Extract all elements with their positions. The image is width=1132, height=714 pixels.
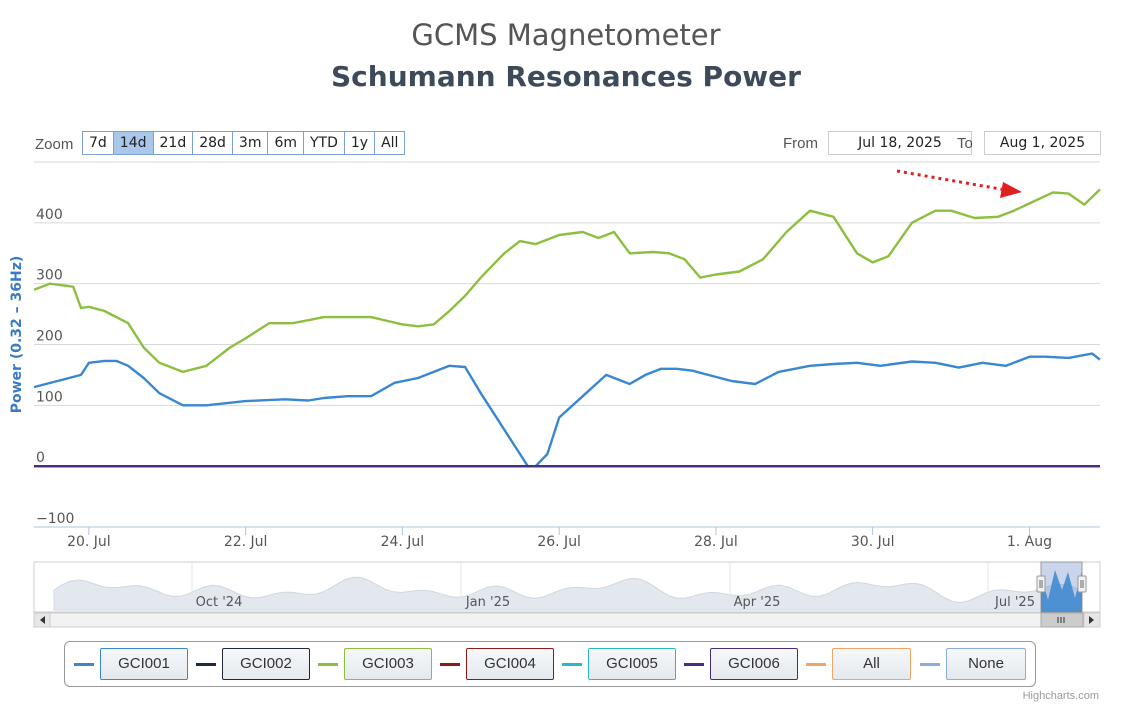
legend-item-gci002[interactable]: GCI002 — [196, 648, 310, 680]
navigator-label: Apr '25 — [734, 595, 781, 610]
y-tick-label: 0 — [36, 450, 45, 466]
x-tick-label: 30. Jul — [851, 534, 895, 550]
axes: −100 0 100 200 300 400 20. Jul 22. Jul 24. Jul 26… — [9, 207, 1100, 550]
navigator-label: Oct '24 — [196, 595, 243, 610]
navigator-label: Jul '25 — [994, 595, 1035, 610]
to-label: To — [957, 135, 973, 152]
navigator[interactable]: Oct '24 Jan '25 Apr '25 Jul '25 — [33, 561, 1101, 628]
x-tick-label: 1. Aug — [1007, 534, 1052, 550]
legend-item-none[interactable]: None — [920, 648, 1026, 680]
x-tick-label: 24. Jul — [381, 534, 425, 550]
legend-swatch — [684, 662, 704, 666]
legend-button-none[interactable]: None — [946, 648, 1026, 680]
zoom-button-ytd[interactable]: YTD — [303, 131, 345, 155]
to-date-input[interactable]: Aug 1, 2025 — [984, 131, 1101, 155]
scrollbar-thumb[interactable] — [1040, 612, 1084, 628]
legend-button-gci001[interactable]: GCI001 — [100, 648, 188, 680]
chart-title: GCMS Magnetometer — [411, 18, 721, 52]
zoom-button-3m[interactable]: 3m — [231, 131, 269, 155]
navigator-label: Jan '25 — [465, 595, 510, 610]
legend-swatch — [318, 662, 338, 666]
x-tick-label: 26. Jul — [537, 534, 581, 550]
legend-item-gci006[interactable]: GCI006 — [684, 648, 798, 680]
credits-link[interactable]: Highcharts.com — [1022, 690, 1099, 702]
legend-swatch — [196, 662, 216, 666]
from-label: From — [783, 135, 818, 152]
series-line-gci001[interactable] — [33, 352, 1101, 468]
y-tick-label: 300 — [36, 268, 63, 284]
legend-swatch — [806, 662, 826, 666]
navigator-handle-right[interactable] — [1077, 575, 1087, 593]
legend-item-gci005[interactable]: GCI005 — [562, 648, 676, 680]
legend-swatch — [440, 662, 460, 666]
legend-item-gci004[interactable]: GCI004 — [440, 648, 554, 680]
legend-button-gci006[interactable]: GCI006 — [710, 648, 798, 680]
x-tick-label: 28. Jul — [694, 534, 738, 550]
navigator-selection-series — [1041, 570, 1082, 612]
chart-plot: −100 0 100 200 300 400 20. Jul 22. Jul 24. Jul 26… — [9, 161, 1101, 628]
zoom-button-6m[interactable]: 6m — [267, 131, 304, 155]
zoom-button-21d[interactable]: 21d — [152, 131, 194, 155]
legend-button-gci004[interactable]: GCI004 — [466, 648, 554, 680]
legend-button-all[interactable]: All — [832, 648, 911, 680]
x-tick-label: 22. Jul — [224, 534, 268, 550]
annotation-arrow-head — [1000, 182, 1022, 198]
legend-item-gci003[interactable]: GCI003 — [318, 648, 432, 680]
legend-button-gci002[interactable]: GCI002 — [222, 648, 310, 680]
scrollbar-track[interactable] — [33, 612, 1101, 628]
zoom-button-1y[interactable]: 1y — [343, 131, 376, 155]
y-tick-label: 400 — [36, 207, 63, 223]
annotation-arrow-line — [896, 169, 1007, 192]
legend-button-gci003[interactable]: GCI003 — [344, 648, 432, 680]
zoom-button-14d[interactable]: 14d — [112, 131, 154, 155]
x-tick-label: 20. Jul — [67, 534, 111, 550]
y-tick-label: 100 — [36, 389, 63, 405]
scroll-left-icon — [40, 616, 45, 624]
series-line-gci003[interactable] — [33, 188, 1101, 374]
y-tick-label: 200 — [36, 329, 63, 345]
zoom-button-all[interactable]: All — [374, 131, 406, 155]
legend-item-gci001[interactable]: GCI001 — [74, 648, 188, 680]
legend-swatch — [74, 662, 94, 666]
legend-button-gci005[interactable]: GCI005 — [588, 648, 676, 680]
navigator-handle-left[interactable] — [1036, 575, 1046, 593]
legend-swatch — [562, 662, 582, 666]
chart-subtitle: Schumann Resonances Power — [331, 60, 801, 93]
navigator-series — [53, 576, 1081, 611]
y-axis-title: Power (0.32 – 36Hz) — [9, 256, 25, 414]
annotation — [896, 169, 1022, 198]
series-layer — [33, 188, 1101, 468]
y-tick-label: −100 — [36, 511, 74, 527]
scroll-right-icon — [1089, 616, 1094, 624]
zoom-button-28d[interactable]: 28d — [192, 131, 233, 155]
zoom-label: Zoom — [35, 136, 74, 153]
legend-item-all[interactable]: All — [806, 648, 911, 680]
zoom-button-group: 7d 14d 21d 28d 3m 6m YTD 1y All — [82, 131, 406, 155]
grid — [34, 161, 1100, 528]
from-date-input[interactable]: Jul 18, 2025 — [828, 131, 972, 155]
legend-swatch — [920, 662, 940, 666]
